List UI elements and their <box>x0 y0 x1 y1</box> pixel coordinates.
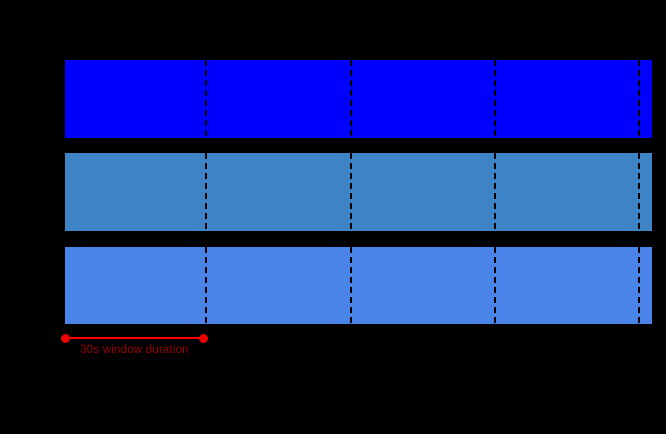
measure-endpoint-left-dot <box>61 333 70 343</box>
stream-bar-1 <box>65 60 652 138</box>
window-boundary-dashed-line <box>205 153 207 231</box>
window-boundary-dashed-line <box>494 247 496 324</box>
window-boundary-dashed-line <box>350 247 352 324</box>
window-boundary-dashed-line <box>638 247 640 324</box>
window-boundary-dashed-line <box>494 60 496 138</box>
window-boundary-dashed-line <box>638 153 640 231</box>
window-duration-label: 30s window duration <box>80 344 189 356</box>
window-boundary-dashed-line <box>350 60 352 138</box>
stream-bar-3 <box>65 247 652 324</box>
window-boundary-dashed-line <box>350 153 352 231</box>
window-boundary-dashed-line <box>205 247 207 324</box>
measure-endpoint-right-dot <box>199 333 208 343</box>
window-duration-annotation: 30s window duration <box>61 333 208 356</box>
window-boundary-dashed-line <box>494 153 496 231</box>
stream-bar-2 <box>65 153 652 231</box>
window-boundary-dashed-line <box>205 60 207 138</box>
window-boundary-dashed-line <box>638 60 640 138</box>
measure-line <box>61 333 208 343</box>
